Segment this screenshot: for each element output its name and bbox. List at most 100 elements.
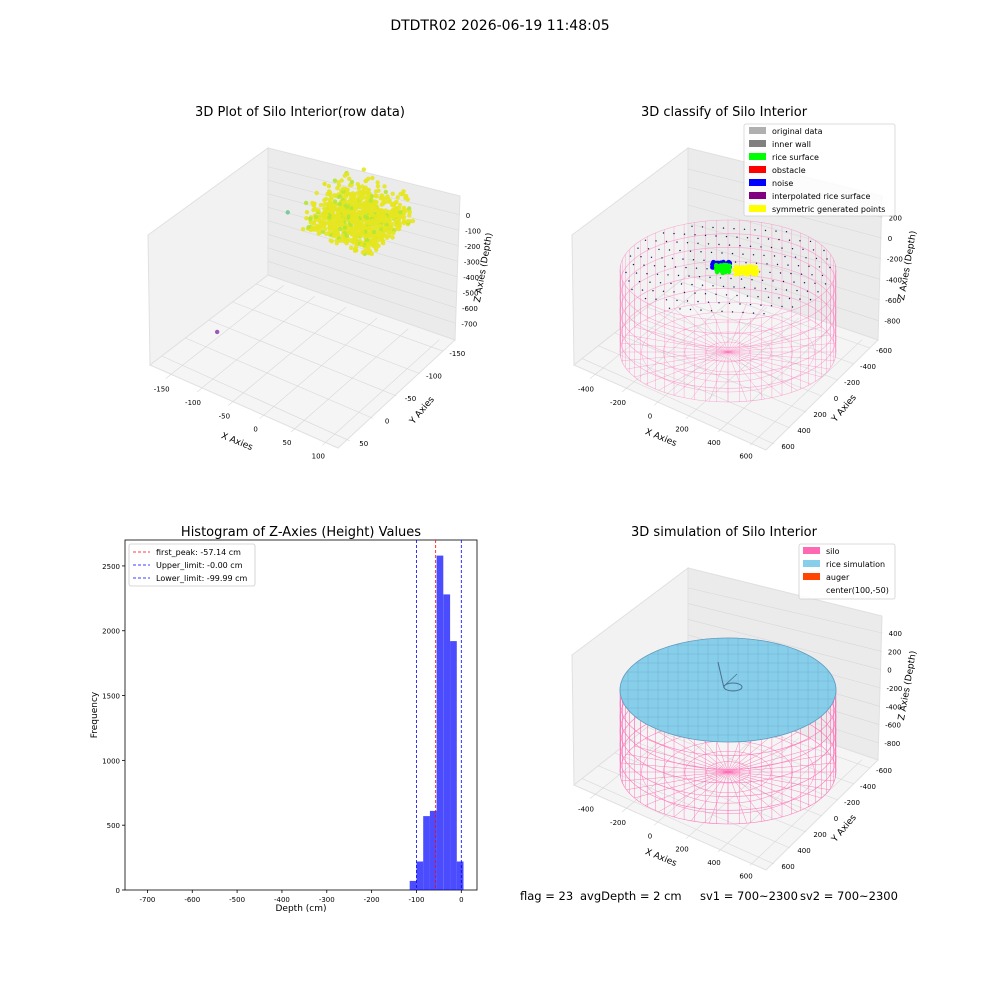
interpolated-point <box>784 255 786 258</box>
interpolated-point <box>788 239 791 241</box>
raw-point <box>372 235 378 240</box>
legend-label: original data <box>772 127 823 136</box>
raw-point <box>343 203 348 208</box>
y-tick-label: -600 <box>876 767 892 775</box>
raw-point <box>366 193 371 199</box>
interpolated-point <box>646 273 648 275</box>
raw-point <box>360 226 366 231</box>
interpolated-point <box>688 275 690 277</box>
interpolated-point <box>704 234 707 237</box>
x-tick-label: 0 <box>459 896 463 904</box>
raw-point <box>332 193 337 198</box>
symmetric-point <box>736 265 740 270</box>
interpolated-point <box>802 248 804 250</box>
interpolated-point <box>656 273 659 275</box>
legend-label: rice simulation <box>826 560 885 569</box>
raw-point <box>352 234 357 240</box>
interpolated-point <box>818 266 821 268</box>
x-tick-label: -200 <box>364 896 380 904</box>
raw-point <box>347 176 352 181</box>
z-tick-label: 200 <box>889 214 902 222</box>
raw-point <box>314 190 319 196</box>
raw-point <box>362 186 367 192</box>
raw-point <box>380 237 385 242</box>
interpolated-point <box>721 310 723 312</box>
interpolated-point <box>674 266 677 268</box>
legend-label: first_peak: -57.14 cm <box>156 548 241 557</box>
raw-point <box>370 175 375 181</box>
interpolated-point <box>790 272 792 275</box>
legend-label: center(100,-50) <box>826 586 889 595</box>
interpolated-point <box>695 267 698 269</box>
interpolated-point <box>785 289 788 291</box>
interpolated-point <box>718 302 720 304</box>
z-tick-label: 200 <box>888 648 901 656</box>
interpolated-point <box>821 274 824 277</box>
interpolated-point <box>659 282 662 284</box>
interpolated-point <box>824 283 827 285</box>
interpolated-point <box>746 237 749 239</box>
raw-point <box>366 251 372 256</box>
z-tick-label: -600 <box>885 722 901 730</box>
raw-point <box>356 204 361 209</box>
interpolated-point <box>775 230 777 232</box>
histogram-bars <box>409 555 464 890</box>
y-axis-label: Frequency <box>90 691 100 738</box>
interpolated-point <box>763 254 765 257</box>
raw-point <box>349 217 354 223</box>
legend-swatch <box>803 573 820 580</box>
raw-point <box>370 218 376 223</box>
raw-point <box>326 183 332 189</box>
raw-point <box>354 243 359 249</box>
classified-points <box>710 259 760 277</box>
raw-point <box>368 212 373 218</box>
silo-floor-spoke <box>727 351 748 402</box>
silo-floor-spoke <box>727 771 798 813</box>
raw-point <box>329 239 334 244</box>
raw-point <box>327 230 332 235</box>
interpolated-point <box>817 291 819 293</box>
interpolated-point <box>689 308 692 311</box>
interpolated-point <box>718 243 720 246</box>
interpolated-point <box>781 247 783 249</box>
y-tick-label: 1500 <box>102 693 120 701</box>
histogram-bar <box>416 861 424 890</box>
interpolated-point <box>662 290 665 292</box>
raw-point <box>407 209 412 215</box>
silo-floor-spoke <box>727 771 748 824</box>
raw-point <box>391 230 396 236</box>
panel-raw-title: 3D Plot of Silo Interior(row data) <box>195 105 405 120</box>
raw-point <box>371 229 377 235</box>
silo-floor-spoke <box>626 771 729 791</box>
interpolated-point <box>751 279 753 281</box>
y-tick-label: 2000 <box>102 628 120 636</box>
raw-point <box>384 226 389 231</box>
legend-label: interpolated rice surface <box>772 192 870 201</box>
histogram-bar <box>409 880 417 890</box>
raw-point <box>322 206 327 211</box>
interpolated-point <box>653 265 656 267</box>
histogram-bar <box>423 816 430 890</box>
raw-point <box>375 184 381 189</box>
raw-point <box>323 196 329 202</box>
raw-point <box>313 225 318 231</box>
raw-point <box>364 233 370 238</box>
interpolated-point <box>715 293 717 295</box>
raw-point <box>379 193 384 198</box>
raw-point <box>383 199 389 204</box>
raw-point <box>369 194 374 199</box>
interpolated-point <box>715 235 717 237</box>
raw-point <box>375 218 380 223</box>
interpolated-point <box>691 225 693 227</box>
silo-floor-spoke <box>634 745 729 773</box>
x-tick-label: 600 <box>739 452 752 460</box>
z-tick-label: -600 <box>462 305 478 313</box>
raw-point <box>334 206 339 212</box>
silo-floor-spoke <box>708 771 729 824</box>
raw-point <box>382 184 387 189</box>
raw-point <box>395 226 400 231</box>
footer-sv2: sv2 = 700~2300 <box>800 889 898 903</box>
x-axis-label: Depth (cm) <box>275 904 326 914</box>
histogram-bar <box>450 641 457 890</box>
